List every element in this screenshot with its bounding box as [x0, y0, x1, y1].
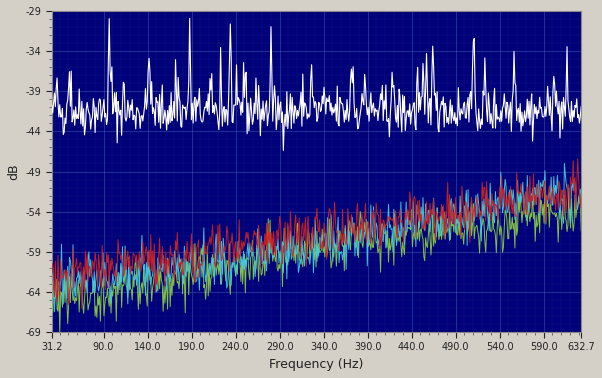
X-axis label: Frequency (Hz): Frequency (Hz): [269, 358, 364, 371]
Y-axis label: dB: dB: [7, 163, 20, 180]
